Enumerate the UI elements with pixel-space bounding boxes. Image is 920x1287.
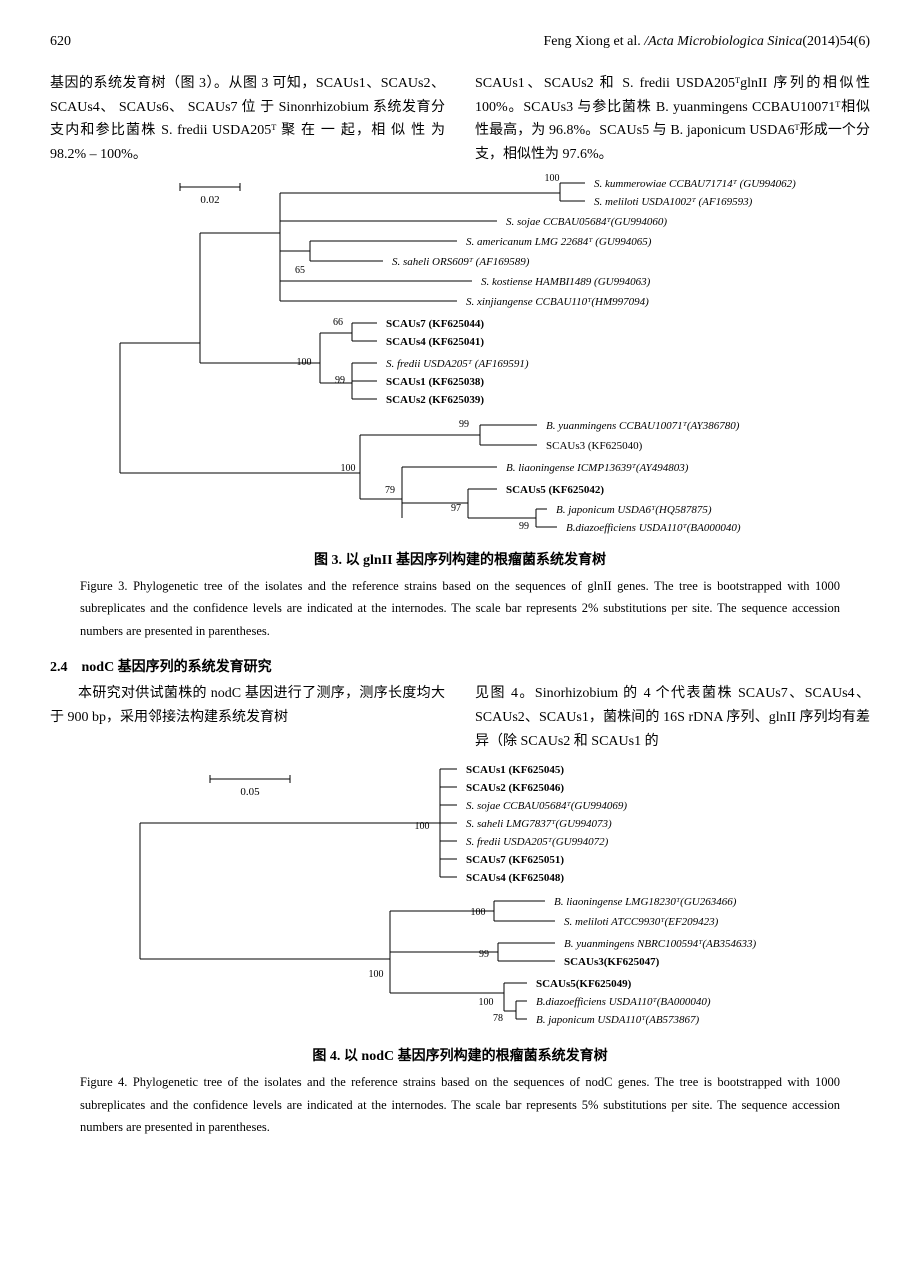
svg-text:99: 99 — [519, 521, 529, 532]
svg-text:S. saheli ORS609ᵀ (AF169589): S. saheli ORS609ᵀ (AF169589) — [392, 256, 530, 268]
svg-text:S. fredii USDA205ᵀ(GU994072): S. fredii USDA205ᵀ(GU994072) — [466, 836, 609, 848]
svg-text:SCAUs2 (KF625046): SCAUs2 (KF625046) — [466, 782, 564, 794]
figure-3-title: 图 3. 以 glnII 基因序列构建的根瘤菌系统发育树 — [50, 549, 870, 573]
svg-text:B. japonicum USDA110ᵀ(AB573867: B. japonicum USDA110ᵀ(AB573867) — [536, 1014, 700, 1026]
section-2-4-right: 见图 4。Sinorhizobium 的 4 个代表菌株 SCAUs7、SCAU… — [475, 682, 870, 753]
svg-text:65: 65 — [295, 265, 305, 276]
figure-3-caption: Figure 3. Phylogenetic tree of the isola… — [80, 575, 840, 643]
svg-text:99: 99 — [335, 375, 345, 386]
page-header: 620 Feng Xiong et al. /Acta Microbiologi… — [50, 30, 870, 54]
svg-text:SCAUs2 (KF625039): SCAUs2 (KF625039) — [386, 394, 484, 406]
figure-4-caption: Figure 4. Phylogenetic tree of the isola… — [80, 1071, 840, 1139]
svg-text:B. liaoningense LMG18230ᵀ(GU26: B. liaoningense LMG18230ᵀ(GU263466) — [554, 896, 737, 908]
svg-text:SCAUs1 (KF625045): SCAUs1 (KF625045) — [466, 764, 564, 776]
svg-text:B. liaoningense ICMP13639ᵀ(AY4: B. liaoningense ICMP13639ᵀ(AY494803) — [506, 462, 689, 474]
svg-text:SCAUs7 (KF625051): SCAUs7 (KF625051) — [466, 854, 564, 866]
svg-text:100: 100 — [369, 969, 384, 980]
svg-text:B.diazoefficiens USDA110ᵀ(BA00: B.diazoefficiens USDA110ᵀ(BA000040) — [536, 996, 711, 1008]
svg-text:S. kummerowiae CCBAU71714ᵀ (GU: S. kummerowiae CCBAU71714ᵀ (GU994062) — [594, 178, 796, 190]
svg-text:100: 100 — [479, 997, 494, 1008]
svg-text:B. yuanmingens CCBAU10071ᵀ(AY3: B. yuanmingens CCBAU10071ᵀ(AY386780) — [546, 420, 740, 432]
figure-4-title: 图 4. 以 nodC 基因序列构建的根瘤菌系统发育树 — [50, 1045, 870, 1069]
svg-text:SCAUs1 (KF625038): SCAUs1 (KF625038) — [386, 376, 484, 388]
svg-text:S. xinjiangense CCBAU110ᵀ(HM99: S. xinjiangense CCBAU110ᵀ(HM997094) — [466, 296, 649, 308]
page-number: 620 — [50, 30, 71, 54]
svg-text:SCAUs3(KF625047): SCAUs3(KF625047) — [564, 956, 660, 968]
svg-text:B. japonicum USDA6ᵀ(HQ587875): B. japonicum USDA6ᵀ(HQ587875) — [556, 504, 712, 516]
journal-ref: Feng Xiong et al. /Acta Microbiologica S… — [544, 30, 871, 54]
section-2-4-heading: 2.4 nodC 基因序列的系统发育研究 — [50, 656, 870, 680]
svg-text:0.05: 0.05 — [240, 786, 260, 798]
svg-text:S. meliloti ATCC9930ᵀ(EF209423: S. meliloti ATCC9930ᵀ(EF209423) — [564, 916, 719, 928]
svg-text:78: 78 — [493, 1013, 503, 1024]
svg-text:SCAUs5(KF625049): SCAUs5(KF625049) — [536, 978, 632, 990]
svg-text:S. americanum LMG 22684ᵀ (GU99: S. americanum LMG 22684ᵀ (GU994065) — [466, 236, 652, 248]
svg-text:S. saheli LMG7837ᵀ(GU994073): S. saheli LMG7837ᵀ(GU994073) — [466, 818, 612, 830]
svg-text:S. fredii USDA205ᵀ (AF169591): S. fredii USDA205ᵀ (AF169591) — [386, 358, 529, 370]
svg-text:99: 99 — [479, 949, 489, 960]
svg-text:0.02: 0.02 — [200, 194, 219, 206]
svg-text:100: 100 — [341, 463, 356, 474]
figure-4-tree: 0.05 SCAUs1 (KF625045) SCAUs2 (KF625046) S.… — [50, 759, 870, 1039]
svg-text:SCAUs4 (KF625048): SCAUs4 (KF625048) — [466, 872, 564, 884]
section-2-4-left: 本研究对供试菌株的 nodC 基因进行了测序，测序长度均大于 900 bp，采用… — [50, 682, 445, 753]
svg-text:97: 97 — [451, 503, 461, 514]
svg-text:SCAUs4 (KF625041): SCAUs4 (KF625041) — [386, 336, 484, 348]
svg-text:SCAUs3 (KF625040): SCAUs3 (KF625040) — [546, 440, 643, 452]
fig3-svg: 0.02 S. kummerowiae CCBAU71714ᵀ (GU994062… — [80, 173, 840, 543]
svg-text:100: 100 — [471, 907, 486, 918]
fig4-svg: 0.05 SCAUs1 (KF625045) SCAUs2 (KF625046) S.… — [80, 759, 840, 1039]
svg-text:SCAUs7 (KF625044): SCAUs7 (KF625044) — [386, 318, 484, 330]
svg-text:99: 99 — [459, 419, 469, 430]
svg-text:79: 79 — [385, 485, 395, 496]
svg-text:S. kostiense HAMBI1489 (GU9940: S. kostiense HAMBI1489 (GU994063) — [481, 276, 651, 288]
svg-text:S. sojae CCBAU05684ᵀ(GU994060): S. sojae CCBAU05684ᵀ(GU994060) — [506, 216, 667, 228]
section-2-4-row: 本研究对供试菌株的 nodC 基因进行了测序，测序长度均大于 900 bp，采用… — [50, 682, 870, 753]
svg-text:B. yuanmingens NBRC100594ᵀ(AB3: B. yuanmingens NBRC100594ᵀ(AB354633) — [564, 938, 756, 950]
intro-paragraph-row: 基因的系统发育树（图 3）。从图 3 可知，SCAUs1、SCAUs2、 SCA… — [50, 72, 870, 167]
svg-text:S. sojae CCBAU05684ᵀ(GU994069): S. sojae CCBAU05684ᵀ(GU994069) — [466, 800, 627, 812]
svg-text:B.diazoefficiens USDA110ᵀ(BA00: B.diazoefficiens USDA110ᵀ(BA000040) — [566, 522, 741, 534]
intro-col-left: 基因的系统发育树（图 3）。从图 3 可知，SCAUs1、SCAUs2、 SCA… — [50, 72, 445, 167]
svg-text:100: 100 — [545, 173, 560, 184]
svg-text:66: 66 — [333, 317, 343, 328]
figure-3-tree: 0.02 S. kummerowiae CCBAU71714ᵀ (GU994062… — [50, 173, 870, 543]
svg-text:S. meliloti USDA1002ᵀ (AF16959: S. meliloti USDA1002ᵀ (AF169593) — [594, 196, 753, 208]
intro-col-right: SCAUs1、SCAUs2 和 S. fredii USDA205ᵀglnII … — [475, 72, 870, 167]
svg-text:SCAUs5 (KF625042): SCAUs5 (KF625042) — [506, 484, 604, 496]
